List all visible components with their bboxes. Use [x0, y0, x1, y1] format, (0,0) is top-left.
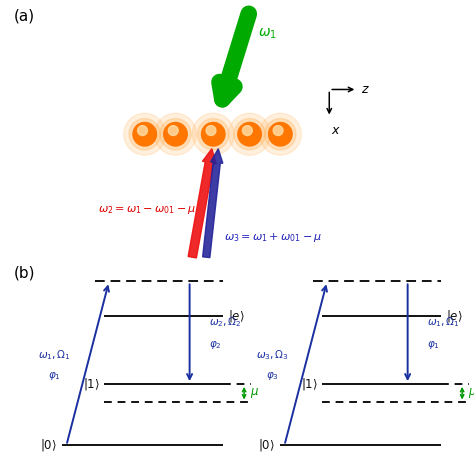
Circle shape — [264, 118, 296, 150]
Circle shape — [234, 118, 265, 150]
Circle shape — [206, 126, 216, 136]
FancyArrow shape — [202, 149, 223, 258]
Circle shape — [133, 123, 156, 146]
Text: $\omega_3, \Omega_3$: $\omega_3, \Omega_3$ — [256, 349, 289, 362]
Circle shape — [198, 118, 229, 150]
Circle shape — [167, 126, 183, 142]
Text: $\varphi_1$: $\varphi_1$ — [427, 339, 439, 351]
Circle shape — [137, 126, 153, 142]
Text: z: z — [361, 83, 368, 96]
Circle shape — [273, 126, 288, 142]
Circle shape — [205, 126, 221, 142]
Circle shape — [164, 123, 187, 146]
Circle shape — [238, 123, 261, 146]
FancyArrow shape — [217, 9, 255, 103]
Circle shape — [242, 126, 257, 142]
Circle shape — [137, 126, 147, 136]
Circle shape — [228, 113, 271, 155]
Circle shape — [168, 126, 178, 136]
Text: $\omega_1, \Omega_1$: $\omega_1, \Omega_1$ — [427, 315, 460, 329]
Text: $|e\rangle$: $|e\rangle$ — [446, 308, 462, 324]
Circle shape — [269, 123, 292, 146]
Circle shape — [160, 118, 191, 150]
Text: $\varphi_3$: $\varphi_3$ — [266, 370, 279, 382]
FancyArrow shape — [188, 149, 216, 258]
Text: (a): (a) — [14, 8, 36, 23]
Text: $\omega_2 = \omega_1 - \omega_{01} - \mu$: $\omega_2 = \omega_1 - \omega_{01} - \mu… — [98, 204, 196, 216]
Text: (b): (b) — [14, 265, 36, 280]
Circle shape — [129, 118, 161, 150]
Text: $|1\rangle$: $|1\rangle$ — [301, 376, 318, 392]
Text: $|0\rangle$: $|0\rangle$ — [258, 438, 275, 453]
Circle shape — [155, 113, 196, 155]
Text: $\mu$: $\mu$ — [250, 386, 259, 400]
Text: $\omega_1, \Omega_1$: $\omega_1, \Omega_1$ — [38, 349, 71, 362]
Circle shape — [201, 123, 225, 146]
Circle shape — [269, 123, 292, 146]
Text: x: x — [331, 124, 339, 137]
Text: $\omega_2, \Omega_2$: $\omega_2, \Omega_2$ — [209, 315, 241, 329]
Text: $|0\rangle$: $|0\rangle$ — [40, 438, 57, 453]
Circle shape — [242, 126, 252, 136]
Text: $\varphi_2$: $\varphi_2$ — [209, 339, 221, 351]
Text: $\omega_1$: $\omega_1$ — [258, 27, 277, 41]
Circle shape — [192, 113, 234, 155]
Circle shape — [238, 123, 261, 146]
Circle shape — [259, 113, 301, 155]
Circle shape — [273, 126, 283, 136]
Text: $\varphi_1$: $\varphi_1$ — [48, 370, 61, 382]
Text: $|e\rangle$: $|e\rangle$ — [228, 308, 244, 324]
Text: $\omega_3 = \omega_1 + \omega_{01} - \mu$: $\omega_3 = \omega_1 + \omega_{01} - \mu… — [224, 231, 323, 244]
Text: $|1\rangle$: $|1\rangle$ — [82, 376, 100, 392]
Circle shape — [164, 123, 187, 146]
Circle shape — [124, 113, 166, 155]
Circle shape — [133, 123, 156, 146]
Text: $\mu$: $\mu$ — [468, 386, 474, 400]
Circle shape — [202, 123, 225, 146]
